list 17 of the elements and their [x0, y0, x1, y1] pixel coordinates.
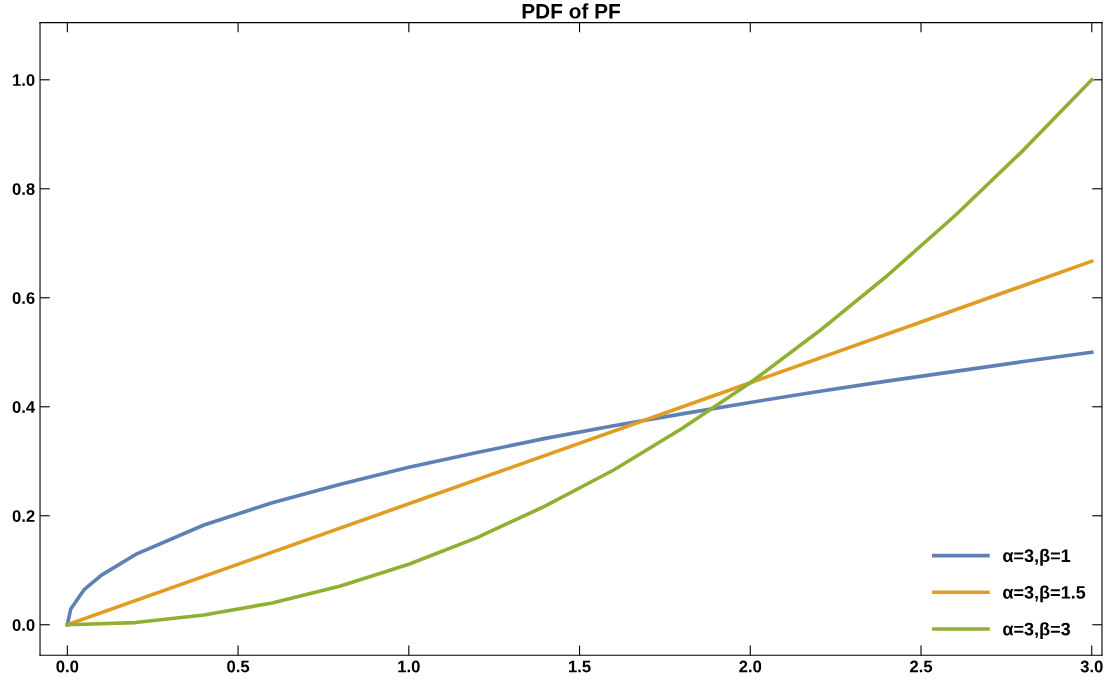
y-tick-label: 0.4 — [12, 401, 36, 413]
x-tick-label: 1.5 — [569, 660, 591, 673]
x-tick-label: 2.0 — [739, 660, 762, 673]
x-tick-label: 1.0 — [398, 660, 420, 673]
x-tick-label: 0.5 — [227, 660, 250, 673]
x-tick-label: 2.5 — [910, 660, 933, 673]
y-tick-label: 0.0 — [12, 619, 35, 631]
legend-label: α=3,β=3 — [1003, 622, 1071, 640]
x-tick-label: 0.0 — [56, 660, 79, 673]
y-tick-label: 0.6 — [12, 292, 35, 304]
legend-label: α=3,β=1 — [1003, 548, 1071, 566]
x-tick-label: 3.0 — [1080, 660, 1103, 673]
chart-title: PDF of PF — [522, 3, 621, 19]
y-tick-label: 0.8 — [12, 183, 35, 195]
y-tick-label: 0.2 — [12, 510, 35, 522]
y-tick-label: 1.0 — [13, 74, 35, 86]
legend-label: α=3,β=1.5 — [1003, 585, 1086, 603]
